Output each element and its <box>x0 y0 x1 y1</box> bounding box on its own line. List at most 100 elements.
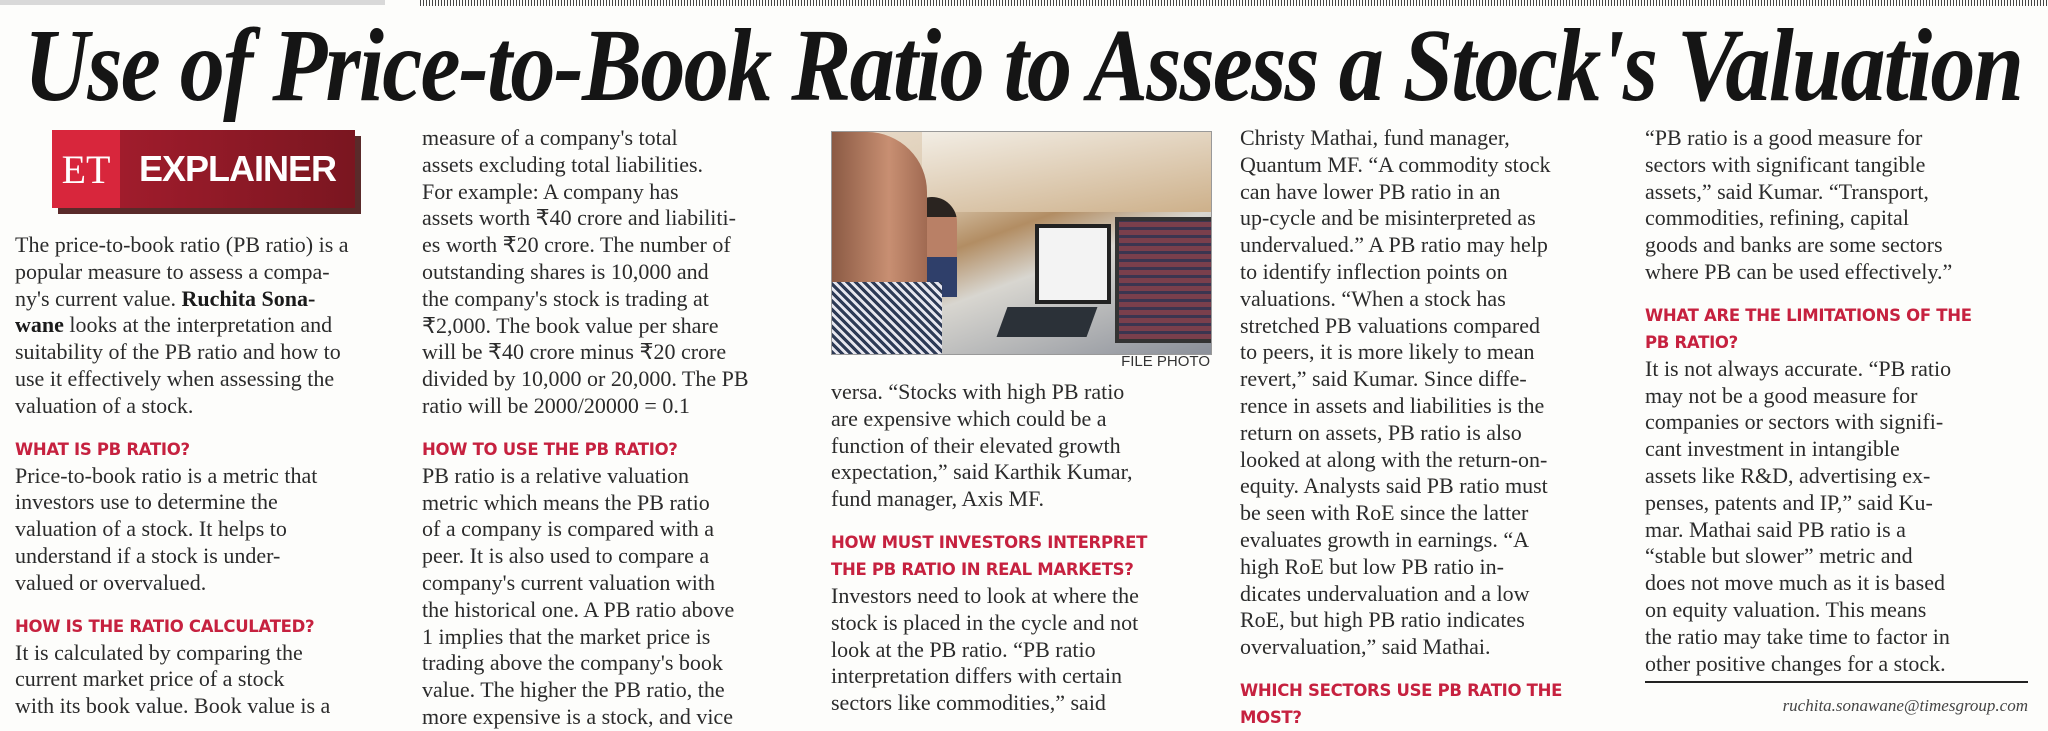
body-text-line: It is calculated by comparing the <box>15 639 303 665</box>
photo-caption: FILE PHOTO <box>1121 353 1210 370</box>
body-text-line: undervalued.” A PB ratio may help <box>1240 232 1548 258</box>
headline-wrap: Use of Price-to-Book Ratio to Assess a S… <box>24 8 2024 123</box>
body-text-line: return on assets, PB ratio is also <box>1240 419 1522 445</box>
body-text-line: sectors like commodities,” said <box>831 690 1106 716</box>
text-segment: looks at the interpretation and <box>63 312 333 338</box>
author-email: ruchita.sonawane@timesgroup.com <box>1782 696 2028 715</box>
body-text-line: does not move much as it is based <box>1645 570 1946 596</box>
body-text-line: mar. Mathai said PB ratio is a <box>1645 516 1906 542</box>
body-text-line: evaluates growth in earnings. “A <box>1240 526 1529 552</box>
body-text-line: investors use to determine the <box>15 489 278 515</box>
body-text-line: 1 implies that the market price is <box>422 623 711 649</box>
section-heading: HOW TO USE THE PB RATIO? <box>422 439 678 459</box>
body-text-line: es worth ₹20 crore. The number of <box>422 232 731 258</box>
body-text-line: current market price of a stock <box>15 666 285 692</box>
body-text-line: may not be a good measure for <box>1645 382 1918 408</box>
body-text-line: valuations. “When a stock has <box>1240 285 1506 311</box>
body-text-line: the company's stock is trading at <box>422 285 709 311</box>
author-name: Ruchita Sona- <box>181 285 316 311</box>
photo-monitor <box>1035 224 1111 304</box>
section-heading: THE PB RATIO IN REAL MARKETS? <box>831 559 1134 579</box>
body-text-line: Quantum MF. “A commodity stock <box>1240 151 1551 177</box>
body-text-line: use it effectively when assessing the <box>15 365 335 391</box>
column-3: versa. “Stocks with high PB ratio are exp… <box>831 379 1226 717</box>
body-text-line: to peers, it is more likely to mean <box>1240 339 1535 365</box>
body-text-line: trading above the company's book <box>422 650 723 676</box>
trading-floor-photo <box>831 131 1212 355</box>
body-text-line: stretched PB valuations compared <box>1240 312 1540 338</box>
body-text-line: dicates undervaluation and a low <box>1240 580 1530 606</box>
explainer-label: EXPLAINER <box>120 130 355 208</box>
body-text-line: suitability of the PB ratio and how to <box>15 339 341 365</box>
photo-shirt <box>832 282 942 354</box>
body-text-line: Christy Mathai, fund manager, <box>1240 125 1510 150</box>
body-text-line: Price-to-book ratio is a metric that <box>15 462 318 488</box>
column-4: Christy Mathai, fund manager, Quantum MF.… <box>1240 125 1635 731</box>
section-heading: WHAT IS PB RATIO? <box>15 439 190 459</box>
body-text-line: metric which means the PB ratio <box>422 489 710 515</box>
section-heading: PB RATIO? <box>1645 332 1738 352</box>
body-text-line: popular measure to assess a compa- <box>15 258 330 284</box>
body-text-line: ny's current value. Ruchita Sona- <box>15 286 410 313</box>
body-text-line: measure of a company's total <box>422 125 678 150</box>
body-text-line: value. The higher the PB ratio, the <box>422 677 725 703</box>
body-text-line: valued or overvalued. <box>15 569 207 595</box>
author-name: wane <box>15 312 64 338</box>
body-text-line: valuation of a stock. <box>15 392 194 418</box>
body-text-line: ₹2,000. The book value per share <box>422 312 719 338</box>
body-text-line: will be ₹40 crore minus ₹20 crore <box>422 339 727 365</box>
body-text-line: For example: A company has <box>422 178 679 204</box>
body-text-line: fund manager, Axis MF. <box>831 486 1045 512</box>
spacer <box>15 597 410 613</box>
body-text-line: It is not always accurate. “PB ratio <box>1645 355 1952 381</box>
body-text-line: looked at along with the return-on- <box>1240 446 1548 472</box>
byline-rule <box>1645 681 2028 683</box>
body-text-line: the historical one. A PB ratio above <box>422 596 735 622</box>
body-text-line: revert,” said Kumar. Since diffe- <box>1240 366 1527 392</box>
body-text-line: where PB can be used effectively.” <box>1645 258 1953 284</box>
body-text-line: more expensive is a stock, and vice <box>422 703 733 729</box>
dotted-rule <box>420 0 2048 6</box>
body-text-line: commodities, refining, capital <box>1645 205 1909 231</box>
spacer <box>831 513 1226 529</box>
text-segment: ny's current value. <box>15 285 182 311</box>
body-text-line: with its book value. Book value is a <box>15 693 331 719</box>
body-text-line: stock is placed in the cycle and not <box>831 609 1139 635</box>
body-text-line: equity. Analysts said PB ratio must <box>1240 473 1548 499</box>
body-text-line: peer. It is also used to compare a <box>422 543 710 569</box>
body-text-line: goods and banks are some sectors <box>1645 232 1943 258</box>
body-text-line: The price-to-book ratio (PB ratio) is a <box>15 232 349 257</box>
body-text-line: versa. “Stocks with high PB ratio <box>831 379 1125 404</box>
section-heading: MOST? <box>1240 707 1302 727</box>
spacer <box>1240 661 1635 677</box>
body-text-line: wane looks at the interpretation and <box>15 312 410 339</box>
body-text-line: Investors need to look at where the <box>831 582 1139 608</box>
body-text-line: ratio will be 2000/20000 = 0.1 <box>422 392 690 418</box>
et-logo: ET <box>52 130 120 208</box>
section-heading: WHICH SECTORS USE PB RATIO THE <box>1240 680 1563 700</box>
body-text-line: “PB ratio is a good measure for <box>1645 125 1923 150</box>
body-text-line: can have lower PB ratio in an <box>1240 178 1501 204</box>
body-text-line: overvaluation,” said Mathai. <box>1240 634 1491 660</box>
body-text-line: the ratio may take time to factor in <box>1645 623 1950 649</box>
photo-ceiling <box>922 132 1211 212</box>
photo-monitor <box>1115 217 1211 343</box>
section-heading: HOW MUST INVESTORS INTERPRET <box>831 532 1148 552</box>
body-text-line: divided by 10,000 or 20,000. The PB <box>422 366 749 392</box>
body-text-line: other positive changes for a stock. <box>1645 650 1946 676</box>
body-text-line: high RoE but low PB ratio in- <box>1240 553 1504 579</box>
top-rule <box>0 0 385 5</box>
body-text-line: rence in assets and liabilities is the <box>1240 392 1545 418</box>
body-text-line: assets worth ₹40 crore and liabiliti- <box>422 205 736 231</box>
body-text-line: expectation,” said Karthik Kumar, <box>831 459 1133 485</box>
headline: Use of Price-to-Book Ratio to Assess a S… <box>24 8 2024 123</box>
body-text-line: companies or sectors with signifi- <box>1645 409 1944 435</box>
body-text-line: penses, patents and IP,” said Ku- <box>1645 489 1933 515</box>
body-text-line: interpretation differs with certain <box>831 663 1122 689</box>
spacer <box>1645 286 2040 302</box>
spacer <box>15 420 410 436</box>
body-text-line: valuation of a stock. It helps to <box>15 516 287 542</box>
body-text-line: up-cycle and be misinterpreted as <box>1240 205 1536 231</box>
body-text-line: PB ratio is a relative valuation <box>422 462 689 488</box>
